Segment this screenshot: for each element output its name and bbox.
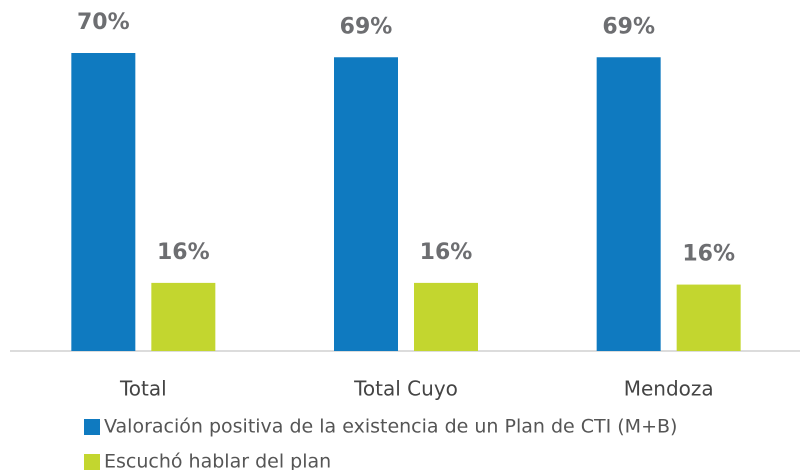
legend-swatch bbox=[84, 454, 100, 470]
bar bbox=[334, 57, 398, 351]
value-label: 70% bbox=[77, 10, 130, 35]
x-tick-label: Total Cuyo bbox=[353, 377, 458, 401]
bar bbox=[71, 53, 136, 351]
value-label: 16% bbox=[157, 240, 210, 265]
x-tick-label: Total bbox=[119, 377, 167, 401]
legend-label: Escuchó hablar del plan bbox=[104, 451, 331, 470]
value-label: 69% bbox=[340, 14, 393, 39]
legend-swatch bbox=[84, 419, 100, 435]
bar bbox=[414, 282, 478, 351]
x-tick-label: Mendoza bbox=[624, 377, 714, 401]
legend-label: Valoración positiva de la existencia de … bbox=[104, 416, 677, 438]
value-label: 16% bbox=[682, 242, 735, 267]
value-label: 16% bbox=[420, 240, 473, 265]
bar bbox=[596, 57, 661, 351]
value-label: 69% bbox=[602, 14, 655, 39]
bar bbox=[676, 284, 741, 351]
bar bbox=[151, 282, 216, 351]
